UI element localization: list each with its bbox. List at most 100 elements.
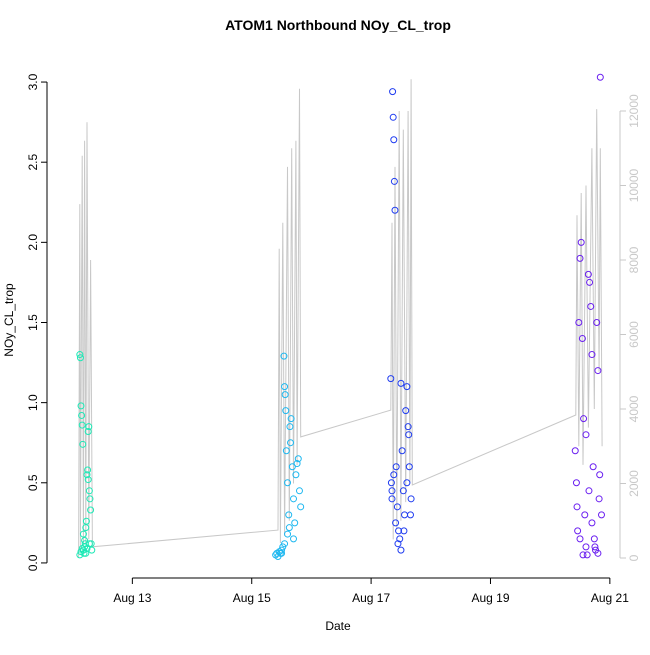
y2-tick-label: 8000 — [627, 246, 641, 273]
point — [576, 535, 584, 543]
point — [76, 351, 84, 359]
point — [395, 527, 403, 535]
point — [285, 511, 293, 519]
point — [593, 318, 601, 326]
point — [594, 549, 602, 557]
x-tick-label: Aug 21 — [591, 591, 629, 605]
point — [76, 354, 84, 362]
point — [78, 421, 86, 429]
point — [84, 466, 92, 474]
point — [405, 463, 413, 471]
point — [291, 519, 299, 527]
point — [288, 463, 296, 471]
point — [590, 535, 598, 543]
y-axis-label: NOy_CL_trop — [2, 283, 16, 357]
x-tick-label: Aug 19 — [471, 591, 509, 605]
point — [88, 546, 96, 554]
point — [399, 487, 407, 495]
point — [405, 431, 413, 439]
point — [82, 517, 90, 525]
point — [392, 463, 400, 471]
point — [577, 238, 585, 246]
point — [583, 551, 591, 559]
point — [397, 546, 405, 554]
point — [79, 530, 87, 538]
point — [297, 503, 305, 511]
point — [287, 415, 295, 423]
point — [388, 487, 396, 495]
point — [403, 383, 411, 391]
point — [78, 545, 86, 553]
point — [81, 536, 89, 544]
point — [575, 318, 583, 326]
point — [293, 460, 301, 468]
point — [397, 379, 405, 387]
point — [591, 543, 599, 551]
chart-title: ATOM1 Northbound NOy_CL_trop — [225, 17, 451, 33]
y-tick-label: 0.5 — [26, 474, 40, 491]
point — [578, 335, 586, 343]
x-tick-label: Aug 13 — [113, 591, 151, 605]
point — [389, 113, 397, 121]
point — [394, 540, 402, 548]
point — [597, 511, 605, 519]
point — [83, 471, 91, 479]
x-tick-label: Aug 15 — [233, 591, 271, 605]
point — [406, 511, 414, 519]
point — [576, 254, 584, 262]
point — [282, 447, 290, 455]
point — [580, 415, 588, 423]
y2-tick-label: 2000 — [627, 470, 641, 497]
point — [281, 391, 289, 399]
point — [84, 476, 92, 484]
point — [588, 351, 596, 359]
y-tick-label: 2.0 — [26, 234, 40, 251]
point — [396, 535, 404, 543]
point — [82, 549, 90, 557]
point — [84, 427, 92, 435]
point — [85, 423, 93, 431]
point — [407, 495, 415, 503]
point — [589, 463, 597, 471]
point — [85, 487, 93, 495]
y2-tick-label: 10000 — [627, 168, 641, 202]
point — [400, 527, 408, 535]
y-tick-label: 2.5 — [26, 154, 40, 171]
x-axis-label: Date — [325, 619, 351, 633]
point — [281, 540, 289, 548]
y2-tick-label: 12000 — [627, 94, 641, 128]
point — [284, 530, 292, 538]
point — [284, 479, 292, 487]
point — [585, 487, 593, 495]
point — [393, 503, 401, 511]
point — [579, 551, 587, 559]
y-tick-label: 0.0 — [26, 554, 40, 571]
point — [387, 479, 395, 487]
y-tick-label: 1.0 — [26, 394, 40, 411]
point — [85, 540, 93, 548]
y2-tick-label: 4000 — [627, 395, 641, 422]
point — [294, 455, 302, 463]
point — [79, 440, 87, 448]
point — [586, 278, 594, 286]
point — [573, 503, 581, 511]
point — [390, 471, 398, 479]
point — [387, 375, 395, 383]
point — [596, 471, 604, 479]
point — [290, 535, 298, 543]
point — [86, 495, 94, 503]
y-tick-label: 1.5 — [26, 314, 40, 331]
point — [78, 411, 86, 419]
point — [392, 519, 400, 527]
point — [282, 407, 290, 415]
point — [391, 206, 399, 214]
point — [582, 431, 590, 439]
point — [401, 511, 409, 519]
point — [87, 506, 95, 514]
point — [281, 383, 289, 391]
altitude-line — [78, 79, 603, 559]
y-tick-label: 3.0 — [26, 73, 40, 90]
point — [390, 136, 398, 144]
point — [286, 423, 294, 431]
